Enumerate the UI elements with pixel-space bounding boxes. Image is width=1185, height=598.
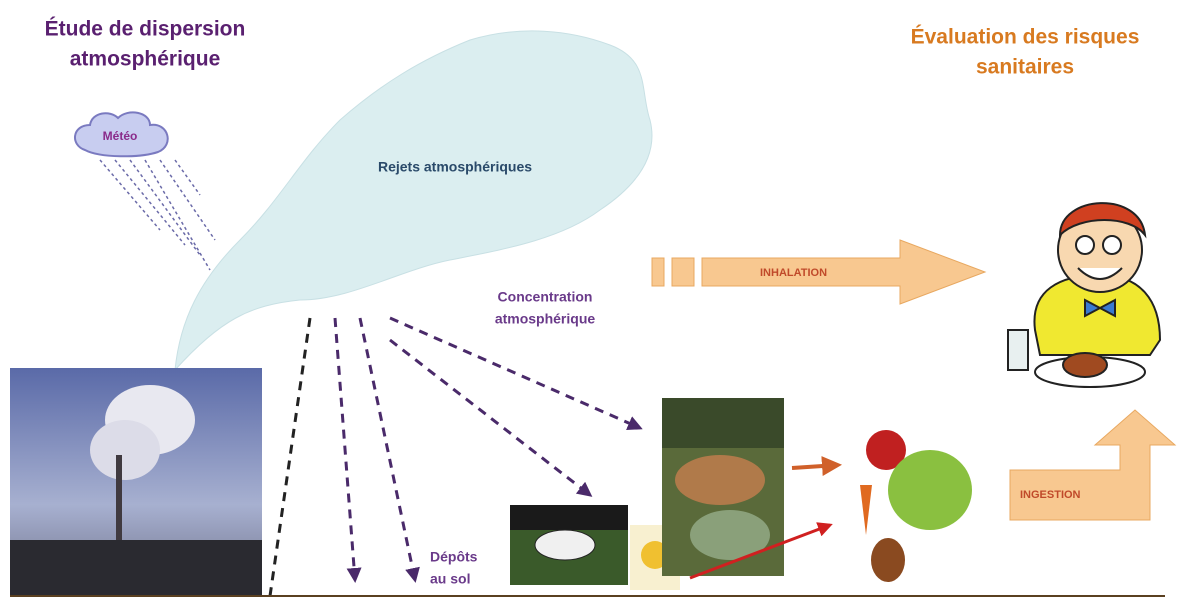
concentration-label: atmosphérique — [495, 311, 596, 327]
food — [860, 430, 972, 582]
inhalation-arrow — [651, 239, 987, 305]
cartoon-person — [1007, 202, 1162, 388]
factory-photo — [10, 368, 262, 596]
rejets-label: Rejets atmosphériques — [378, 159, 532, 175]
meteo-cloud — [74, 111, 169, 158]
concentration-label: Concentration — [498, 289, 593, 305]
inhalation-label: INHALATION — [760, 267, 827, 279]
depots-label: au sol — [430, 571, 470, 587]
ingestion-label: INGESTION — [1020, 489, 1081, 501]
left-title: atmosphérique — [70, 48, 221, 71]
left-title: Étude de dispersion — [45, 18, 246, 41]
right-title: Évaluation des risques — [911, 26, 1140, 49]
right-title: sanitaires — [976, 56, 1074, 79]
depots-label: Dépôts — [430, 549, 478, 565]
deposition-arrows — [268, 316, 643, 597]
meteo-label: Météo — [103, 129, 138, 143]
plume — [174, 30, 653, 372]
food-arrow — [689, 522, 833, 580]
meteo-rain — [99, 159, 216, 271]
ingestion-arrow — [1009, 409, 1177, 521]
cow-photo — [510, 505, 680, 590]
garden-photo — [662, 398, 784, 576]
food-arrow — [791, 456, 842, 477]
